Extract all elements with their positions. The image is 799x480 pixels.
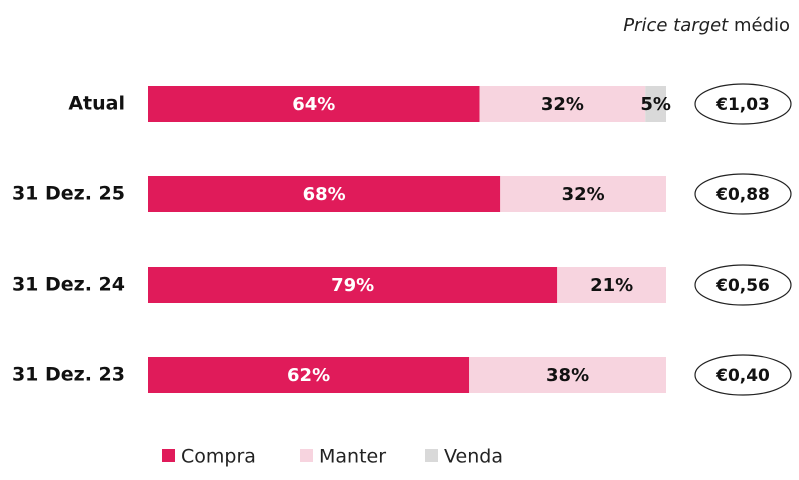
value-label: 79% [331,275,374,296]
legend-label: Compra [181,446,256,468]
header-normal: médio [734,15,790,36]
bar-segment [148,176,501,212]
price-oval [694,173,792,215]
bar-segment [500,176,666,212]
category-label: Atual [68,93,125,115]
price-target: €0,40 [715,366,770,386]
header: Price target médio [623,15,790,36]
value-label: 21% [590,275,633,296]
bar-segment [469,357,666,393]
price-target: €0,56 [715,276,770,296]
legend-swatch [300,449,313,462]
value-label: 32% [562,184,605,205]
price-oval [694,83,792,125]
price-target: €1,03 [715,95,770,115]
value-label: 68% [303,184,346,205]
value-label: 38% [546,365,589,386]
bar-segment [148,86,480,122]
value-label: 62% [287,365,330,386]
bar-segment [645,86,666,122]
price-oval [694,264,792,306]
bar-segment [479,86,646,122]
header-italic: Price target [623,15,729,36]
legend-label: Manter [319,446,386,468]
bar-segment [148,267,558,303]
price-target: €0,88 [715,185,770,205]
legend-swatch [425,449,438,462]
value-label: 32% [541,94,584,115]
legend-swatch [162,449,175,462]
price-oval [694,354,792,396]
legend-label: Venda [444,446,503,468]
bar-segment [148,357,470,393]
category-label: 31 Dez. 24 [12,274,125,296]
value-label: 5% [640,94,671,115]
category-label: 31 Dez. 25 [12,183,125,205]
bar-segment [557,267,666,303]
value-label: 64% [292,94,335,115]
category-label: 31 Dez. 23 [12,364,125,386]
